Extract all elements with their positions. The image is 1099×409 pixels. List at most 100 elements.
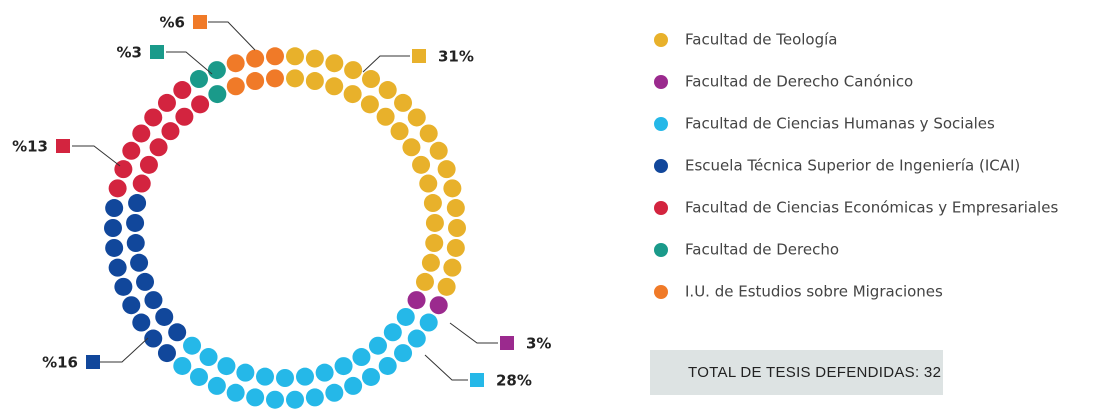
- dot: [256, 367, 275, 386]
- dot: [126, 213, 145, 232]
- dot: [108, 258, 127, 277]
- legend-label: Facultad de Derecho Canónico: [685, 73, 913, 91]
- dot: [415, 272, 434, 291]
- value-label: 28%: [496, 372, 532, 390]
- label-square: [470, 373, 484, 387]
- legend-label: Facultad de Teología: [685, 31, 838, 49]
- dot: [246, 49, 265, 68]
- total-box: [650, 350, 943, 395]
- value-label: %16: [42, 354, 78, 372]
- dot: [368, 336, 387, 355]
- dot: [130, 253, 149, 272]
- value-label: %6: [160, 14, 185, 32]
- dot: [325, 383, 344, 402]
- dot: [378, 356, 397, 375]
- dot: [217, 357, 236, 376]
- dot: [190, 70, 208, 89]
- dot: [360, 95, 379, 114]
- dot: [402, 138, 421, 157]
- dot: [362, 70, 380, 89]
- dot: [122, 296, 141, 315]
- leader-line: [100, 337, 149, 363]
- dot: [412, 155, 431, 174]
- dot: [139, 155, 158, 174]
- dot: [343, 85, 362, 104]
- dot: [376, 107, 395, 126]
- dot: [246, 388, 265, 407]
- dot: [136, 272, 155, 291]
- dot: [396, 307, 415, 326]
- value-label: %3: [117, 44, 142, 62]
- dot: [286, 69, 305, 88]
- value-label: 31%: [438, 48, 474, 66]
- dot: [315, 363, 334, 382]
- dot: [246, 72, 265, 91]
- dot: [173, 81, 192, 100]
- label-square: [86, 355, 100, 369]
- dot: [419, 313, 438, 332]
- dot: [446, 199, 465, 218]
- dot: [334, 357, 353, 376]
- dot: [207, 61, 226, 80]
- label-square: [193, 15, 207, 29]
- leader-line: [424, 354, 468, 381]
- dot: [419, 124, 438, 143]
- legend-dot: [654, 117, 668, 131]
- dot: [305, 49, 324, 68]
- dot: [325, 54, 344, 73]
- legend-dot: [654, 33, 668, 47]
- dot: [394, 344, 413, 363]
- dot: [378, 81, 397, 100]
- dot: [126, 234, 145, 253]
- dot: [305, 388, 324, 407]
- leader-line: [72, 145, 121, 167]
- dot: [104, 219, 122, 237]
- dot: [362, 367, 380, 386]
- legend-label: Facultad de Ciencias Humanas y Sociales: [685, 115, 995, 133]
- leader-line: [449, 322, 498, 344]
- dot: [155, 307, 174, 326]
- dot: [175, 107, 194, 126]
- leader-line: [362, 55, 410, 73]
- value-label: 3%: [526, 335, 551, 353]
- dot: [429, 141, 448, 160]
- dot: [199, 348, 218, 367]
- dot: [105, 199, 124, 218]
- dot: [344, 376, 363, 395]
- legend-dot: [654, 75, 668, 89]
- dot: [265, 69, 284, 88]
- legend-label: Escuela Técnica Superior de Ingeniería (…: [685, 157, 1020, 175]
- dot: [407, 329, 426, 348]
- dot: [394, 93, 413, 112]
- dot: [265, 390, 284, 409]
- dot: [161, 122, 180, 141]
- dot: [443, 179, 462, 198]
- dot: [276, 369, 294, 387]
- dot: [425, 213, 444, 232]
- dot: [286, 390, 305, 409]
- dot: [132, 313, 151, 332]
- dot: [208, 85, 227, 104]
- dot: [448, 219, 466, 237]
- dot: [157, 344, 176, 363]
- dot: [173, 356, 192, 375]
- label-square: [500, 336, 514, 350]
- dot: [286, 47, 305, 66]
- dot: [429, 296, 448, 315]
- dot: [132, 174, 151, 193]
- dot: [144, 329, 163, 348]
- legend-dot: [654, 159, 668, 173]
- legend-dot: [654, 201, 668, 215]
- dot: [437, 277, 456, 296]
- dot: [190, 367, 208, 386]
- leader-line: [208, 21, 256, 51]
- legend-dot: [654, 285, 668, 299]
- dot: [191, 95, 210, 114]
- dot: [128, 194, 147, 213]
- legend-label: Facultad de Derecho: [685, 241, 839, 259]
- dot: [295, 367, 314, 386]
- dot: [407, 291, 426, 310]
- dot: [423, 194, 442, 213]
- dot: [108, 179, 127, 198]
- dot: [344, 61, 363, 80]
